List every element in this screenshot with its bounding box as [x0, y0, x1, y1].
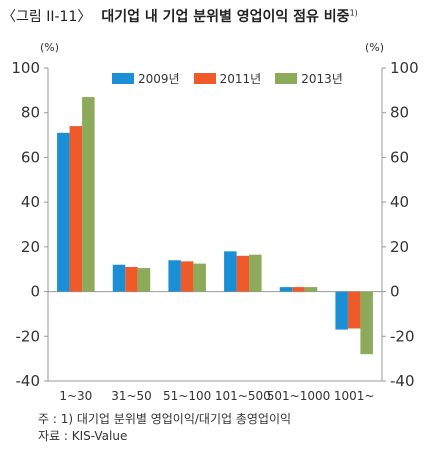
bar-2009년-101~500: [224, 251, 237, 292]
bar-2011년-101~500: [236, 255, 250, 292]
bar-2011년-1~30: [69, 126, 83, 292]
bar-2011년-31~50: [125, 266, 138, 292]
y-tick-label-right: 40: [390, 193, 409, 211]
x-tick-label: 101~500: [215, 389, 271, 403]
x-tick-label: 1001~: [334, 389, 375, 403]
chart-legend: 2009년 2011년 2013년: [112, 70, 343, 87]
bar-2009년-1~30: [57, 132, 70, 292]
legend-swatch-2013: [275, 73, 298, 84]
bar-2013년-1001~: [360, 291, 373, 355]
legend-swatch-2011: [193, 73, 216, 84]
legend-label-2009: 2009년: [138, 72, 180, 86]
bar-2013년-31~50: [137, 268, 151, 292]
legend-item-2009: 2009년: [112, 70, 180, 87]
bar-2013년-51~100: [193, 263, 206, 292]
y-tick-label-left: 80: [21, 104, 40, 122]
x-tick-label: 31~50: [111, 389, 152, 403]
left-axis-unit: (%): [40, 41, 60, 54]
y-tick-label-left: 0: [30, 283, 40, 301]
y-tick-label-right: 20: [390, 238, 409, 256]
chart-notes: 주 : 1) 대기업 분위별 영업이익/대기업 총영업이익 자료 : KIS-V…: [38, 411, 291, 445]
bar-2013년-1~30: [82, 97, 95, 292]
figure-title: 〈그림 II-11〉 대기업 내 기업 분위별 영업이익 점유 비중1): [2, 6, 358, 26]
legend-label-2011: 2011년: [219, 72, 262, 86]
legend-label-2013: 2013년: [301, 72, 343, 86]
y-tick-label-right: -40: [390, 372, 415, 390]
y-tick-label-right: 80: [390, 104, 409, 122]
legend-item-2011: 2011년: [193, 70, 262, 87]
bar-2013년-101~500: [249, 254, 262, 292]
y-tick-label-left: -20: [16, 327, 41, 345]
source-note: 자료 : KIS-Value: [38, 429, 128, 443]
y-tick-label-left: -40: [16, 372, 41, 390]
bar-2011년-1001~: [347, 291, 361, 329]
x-tick-label: 1~30: [59, 389, 92, 403]
figure-title-text: 대기업 내 기업 분위별 영업이익 점유 비중: [101, 9, 350, 25]
y-tick-label-right: -20: [390, 327, 415, 345]
y-tick-label-right: 60: [390, 148, 409, 166]
y-tick-label-left: 100: [11, 59, 40, 77]
right-axis-unit: (%): [365, 41, 385, 54]
legend-swatch-2009: [112, 73, 134, 84]
bar-2011년-501~1000: [292, 287, 305, 292]
bar-2009년-501~1000: [279, 287, 293, 292]
bar-2013년-501~1000: [304, 287, 318, 292]
x-tick-label: 501~1000: [267, 389, 331, 403]
legend-item-2013: 2013년: [275, 70, 343, 87]
bar-2009년-1001~: [335, 291, 348, 330]
x-tick-label: 51~100: [163, 389, 211, 403]
figure-tag: 〈그림 II-11〉: [2, 9, 92, 25]
bar-2009년-51~100: [168, 260, 181, 292]
y-tick-label-left: 60: [21, 148, 40, 166]
y-tick-label-left: 40: [21, 193, 40, 211]
bar-2011년-51~100: [180, 261, 194, 292]
y-tick-label-right: 0: [390, 283, 400, 301]
footnote: 주 : 1) 대기업 분위별 영업이익/대기업 총영업이익: [38, 412, 292, 426]
y-tick-label-right: 100: [390, 59, 419, 77]
bar-2009년-31~50: [112, 264, 126, 292]
title-footnote-mark: 1): [349, 8, 358, 18]
y-tick-label-left: 20: [21, 238, 40, 256]
